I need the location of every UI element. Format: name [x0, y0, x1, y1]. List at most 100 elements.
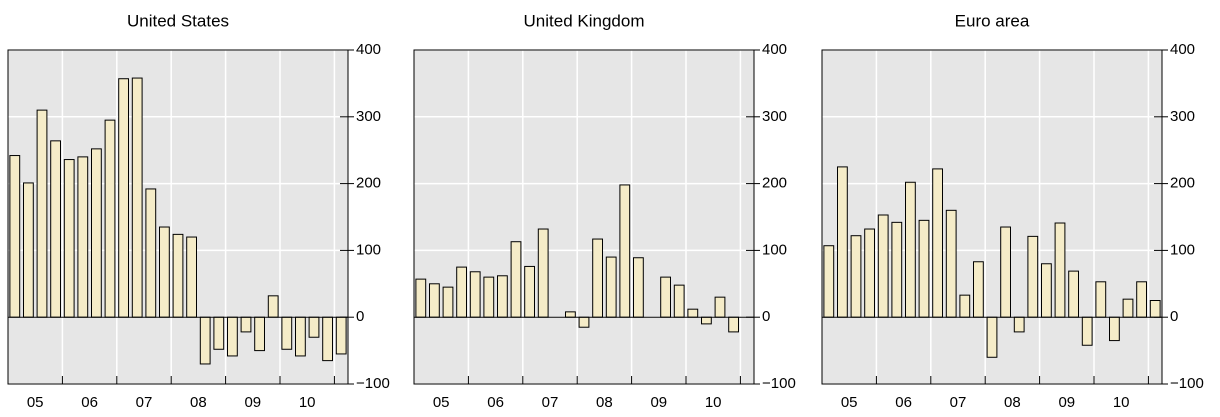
plot-frame	[7, 49, 349, 385]
bar	[1081, 316, 1093, 346]
bar	[199, 316, 211, 365]
x-tick-label: 06	[895, 394, 912, 411]
bar	[986, 316, 998, 358]
bar	[50, 140, 61, 318]
x-tick-label: 10	[705, 394, 722, 411]
bar	[1068, 270, 1079, 318]
bar	[714, 296, 726, 318]
bar	[877, 214, 889, 318]
x-tick-label: 08	[1004, 394, 1021, 411]
bar	[145, 188, 157, 318]
y-tick-label: 200	[356, 175, 381, 192]
bar	[973, 261, 984, 318]
bar	[186, 236, 197, 318]
y-tick-label: −100	[356, 375, 390, 392]
x-tick-label: 05	[27, 394, 44, 411]
bar	[1149, 300, 1161, 318]
x-tick-label: 09	[1058, 394, 1075, 411]
x-tick-label: 06	[81, 394, 98, 411]
bar	[565, 311, 576, 318]
y-tick-label: 0	[356, 308, 364, 325]
bar	[837, 166, 848, 318]
bar	[592, 238, 603, 318]
bar	[131, 77, 143, 318]
bar	[1013, 316, 1025, 333]
bar	[91, 148, 102, 318]
bar	[1122, 298, 1134, 318]
bar	[213, 316, 225, 350]
x-tick-label: 10	[299, 394, 316, 411]
bar	[36, 109, 48, 318]
bar	[728, 316, 739, 333]
bar	[442, 286, 454, 318]
bar	[578, 316, 590, 328]
y-tick-label: 400	[356, 41, 381, 58]
x-tick-label: 06	[487, 394, 504, 411]
chart-title: United States	[127, 11, 229, 30]
bar	[335, 316, 347, 355]
bar	[701, 316, 712, 325]
y-tick-label: 200	[1170, 175, 1195, 192]
bar	[77, 156, 89, 318]
chart-title: Euro area	[955, 11, 1030, 30]
bar	[308, 316, 320, 338]
bar	[633, 257, 644, 318]
y-tick-label: 200	[762, 175, 787, 192]
bar	[959, 294, 971, 318]
bar	[429, 283, 440, 318]
bar	[104, 119, 116, 318]
y-tick-label: 100	[356, 241, 381, 258]
bar	[673, 284, 685, 318]
bar	[483, 276, 495, 318]
bar	[823, 245, 835, 318]
x-tick-label: 10	[1113, 394, 1130, 411]
x-tick-label: 07	[136, 394, 153, 411]
chart-title: United Kingdom	[524, 11, 645, 30]
bar	[687, 308, 699, 318]
bar	[1136, 281, 1147, 318]
bar	[932, 168, 943, 318]
y-tick-label: 400	[762, 41, 787, 58]
bar	[63, 159, 75, 318]
bar	[118, 78, 129, 318]
bar	[619, 184, 631, 318]
y-tick-label: −100	[1170, 375, 1204, 392]
x-tick-label: 09	[244, 394, 261, 411]
bar	[172, 233, 184, 318]
bar	[254, 316, 265, 352]
bar	[524, 265, 535, 318]
bar	[23, 182, 34, 318]
y-tick-label: 300	[1170, 108, 1195, 125]
plot-frame	[821, 49, 1163, 385]
y-tick-label: 400	[1170, 41, 1195, 58]
y-tick-label: 0	[762, 308, 770, 325]
bar	[1027, 235, 1039, 318]
y-tick-label: 100	[762, 241, 787, 258]
y-tick-label: −100	[762, 375, 796, 392]
bar	[905, 181, 916, 318]
bar	[918, 219, 930, 318]
x-tick-label: 07	[542, 394, 559, 411]
bar	[267, 295, 279, 318]
bar	[1000, 226, 1011, 318]
y-tick-label: 0	[1170, 308, 1178, 325]
bar	[240, 316, 252, 333]
bar	[281, 316, 293, 350]
bar	[497, 275, 508, 318]
x-tick-label: 05	[841, 394, 858, 411]
bar	[159, 226, 170, 318]
x-tick-label: 05	[433, 394, 450, 411]
bar	[605, 256, 617, 318]
bar	[1054, 222, 1066, 318]
bar	[9, 155, 21, 318]
y-tick-label: 300	[356, 108, 381, 125]
bar	[1109, 316, 1120, 342]
y-tick-label: 100	[1170, 241, 1195, 258]
x-tick-label: 08	[190, 394, 207, 411]
bar	[510, 241, 522, 318]
bar	[660, 276, 671, 318]
bar	[415, 278, 427, 318]
bar	[850, 235, 862, 318]
x-tick-label: 08	[596, 394, 613, 411]
